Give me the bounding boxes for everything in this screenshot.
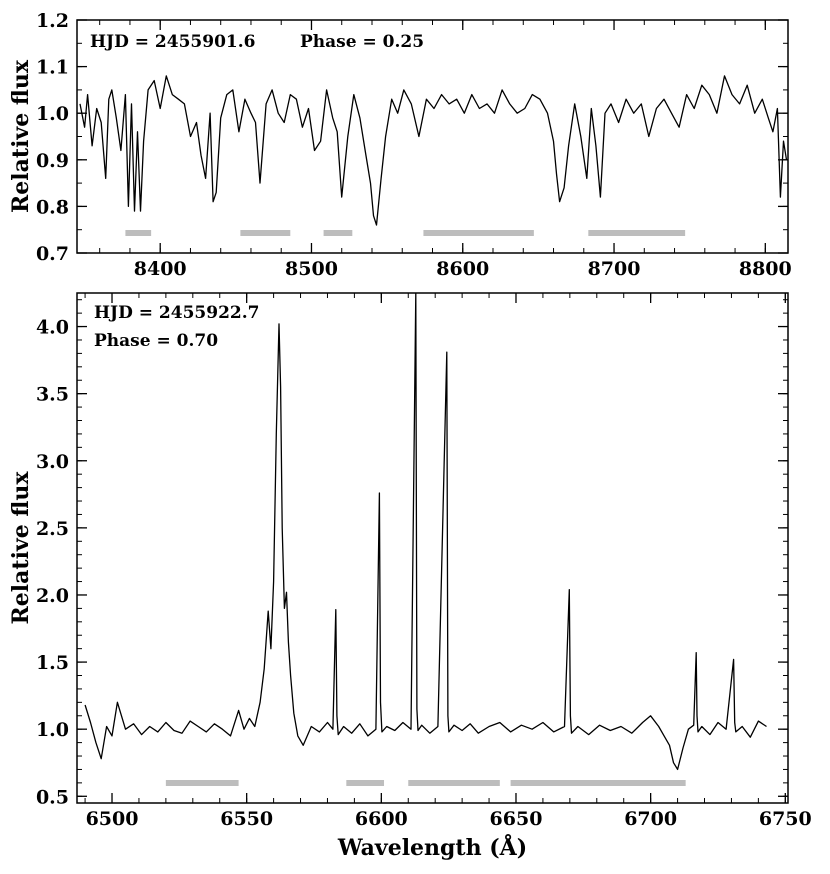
phase-annotation: Phase = 0.25: [300, 32, 424, 52]
plot-frame-0: [76, 19, 789, 254]
y-tick-label: 0.5: [36, 786, 69, 808]
y-tick-label: 1.1: [36, 57, 69, 79]
y-tick-label: 0.9: [36, 150, 69, 172]
x-tick-label: 8600: [436, 258, 489, 280]
y-axis-label: Relative flux: [8, 59, 34, 213]
plot-frame-1: [76, 292, 789, 804]
x-tick-label: 6600: [355, 808, 408, 830]
bottom-panel: 6500 6550 6600 6650 6700 6750 0.5 1.0 1.5 2.0 2.5 3…: [8, 292, 812, 861]
y-tick-label: 1.0: [36, 719, 69, 741]
top-panel: 8400 8500 8600 8700 8800 0.7 0.8 0.9 1.0 1.1 1.2 Re…: [8, 10, 792, 280]
y-tick-label: 1.2: [36, 10, 69, 32]
x-tick-label: 8800: [739, 258, 792, 280]
spectrum-line-0: [79, 75, 788, 226]
y-tick-label: 2.0: [36, 585, 69, 607]
y-tick-label: 2.5: [36, 518, 69, 540]
y-tick-label: 0.8: [36, 196, 69, 218]
phase-annotation: Phase = 0.70: [94, 331, 218, 351]
y-tick-label: 1.0: [36, 103, 69, 125]
x-tick-label: 8700: [588, 258, 641, 280]
y-tick-label: 3.5: [36, 384, 69, 406]
x-tick-label: 6500: [86, 808, 139, 830]
x-tick-label: 6750: [759, 808, 812, 830]
spectrum-line-1: [84, 293, 767, 771]
x-tick-label: 6550: [220, 808, 273, 830]
y-axis-label: Relative flux: [8, 471, 34, 625]
y-tick-label: 3.0: [36, 451, 69, 473]
y-tick-label: 1.5: [36, 652, 69, 674]
x-tick-label: 6650: [490, 808, 543, 830]
hjd-annotation: HJD = 2455901.6: [90, 32, 255, 52]
x-tick-label: 6700: [624, 808, 677, 830]
y-tick-label: 0.7: [36, 243, 69, 265]
y-tick-label: 4.0: [36, 317, 69, 339]
x-tick-label: 8400: [134, 258, 187, 280]
x-axis-label: Wavelength (Å): [337, 834, 527, 861]
hjd-annotation: HJD = 2455922.7: [94, 303, 259, 323]
x-tick-label: 8500: [285, 258, 338, 280]
